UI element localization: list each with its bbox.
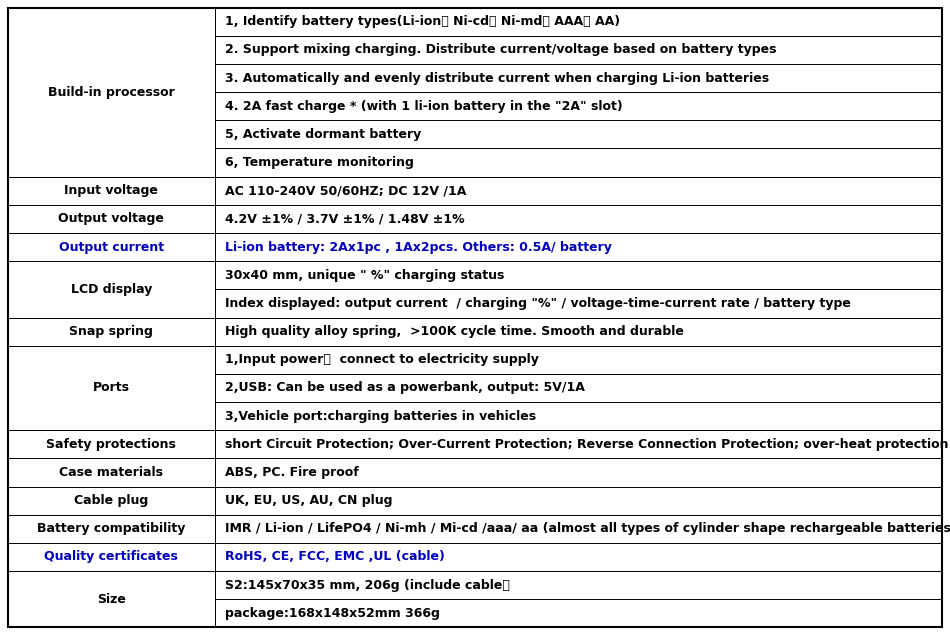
Text: ABS, PC. Fire proof: ABS, PC. Fire proof — [224, 466, 358, 479]
Text: 4.2V ±1% / 3.7V ±1% / 1.48V ±1%: 4.2V ±1% / 3.7V ±1% / 1.48V ±1% — [224, 212, 465, 225]
Text: 6, Temperature monitoring: 6, Temperature monitoring — [224, 156, 413, 169]
Bar — [215, 205, 942, 233]
Text: RoHS, CE, FCC, EMC ,UL (cable): RoHS, CE, FCC, EMC ,UL (cable) — [224, 551, 445, 563]
Text: short Circuit Protection; Over-Current Protection; Reverse Connection Protection: short Circuit Protection; Over-Current P… — [224, 438, 948, 451]
Bar — [215, 290, 942, 318]
Text: LCD display: LCD display — [70, 283, 152, 296]
Text: Safety protections: Safety protections — [47, 438, 177, 451]
Text: AC 110-240V 50/60HZ; DC 12V /1A: AC 110-240V 50/60HZ; DC 12V /1A — [224, 184, 466, 197]
Text: Index displayed: output current  / charging "%" / voltage-time-current rate / ba: Index displayed: output current / chargi… — [224, 297, 850, 310]
Bar — [215, 345, 942, 374]
Text: S2:145x70x35 mm, 206g (include cable）: S2:145x70x35 mm, 206g (include cable） — [224, 578, 509, 592]
Text: package:168x148x52mm 366g: package:168x148x52mm 366g — [224, 607, 440, 620]
Bar — [8, 261, 215, 318]
Text: Battery compatibility: Battery compatibility — [37, 522, 185, 535]
Text: Output voltage: Output voltage — [59, 212, 164, 225]
Text: Input voltage: Input voltage — [65, 184, 159, 197]
Text: Size: Size — [97, 592, 125, 606]
Text: Case materials: Case materials — [59, 466, 163, 479]
Bar — [215, 374, 942, 402]
Text: 2,USB: Can be used as a powerbank, output: 5V/1A: 2,USB: Can be used as a powerbank, outpu… — [224, 382, 584, 394]
Bar — [8, 345, 215, 430]
Text: IMR / Li-ion / LifePO4 / Ni-mh / Mi-cd /aaa/ aa (almost all types of cylinder sh: IMR / Li-ion / LifePO4 / Ni-mh / Mi-cd /… — [224, 522, 950, 535]
Text: 3,Vehicle port:charging batteries in vehicles: 3,Vehicle port:charging batteries in veh… — [224, 410, 536, 423]
Text: High quality alloy spring,  >100K cycle time. Smooth and durable: High quality alloy spring, >100K cycle t… — [224, 325, 683, 338]
Text: 3. Automatically and evenly distribute current when charging Li-ion batteries: 3. Automatically and evenly distribute c… — [224, 72, 769, 84]
Bar — [8, 458, 215, 486]
Text: 1, Identify battery types(Li-ion、 Ni-cd、 Ni-md、 AAA、 AA): 1, Identify battery types(Li-ion、 Ni-cd、… — [224, 15, 619, 28]
Bar — [215, 486, 942, 515]
Bar — [8, 233, 215, 261]
Bar — [215, 402, 942, 430]
Text: Output current: Output current — [59, 241, 164, 253]
Bar — [215, 8, 942, 36]
Bar — [8, 571, 215, 627]
Bar — [8, 515, 215, 543]
Bar — [215, 261, 942, 290]
Bar — [8, 318, 215, 345]
Bar — [8, 205, 215, 233]
Text: 30x40 mm, unique " %" charging status: 30x40 mm, unique " %" charging status — [224, 269, 504, 282]
Text: Ports: Ports — [93, 382, 130, 394]
Bar — [8, 8, 215, 177]
Bar — [215, 233, 942, 261]
Text: UK, EU, US, AU, CN plug: UK, EU, US, AU, CN plug — [224, 494, 392, 507]
Bar — [215, 36, 942, 64]
Bar — [8, 430, 215, 458]
Bar — [215, 149, 942, 177]
Bar — [215, 515, 942, 543]
Bar — [8, 177, 215, 205]
Text: Quality certificates: Quality certificates — [45, 551, 179, 563]
Text: Build-in processor: Build-in processor — [48, 86, 175, 98]
Bar — [215, 120, 942, 149]
Text: Li-ion battery: 2Ax1pc , 1Ax2pcs. Others: 0.5A/ battery: Li-ion battery: 2Ax1pc , 1Ax2pcs. Others… — [224, 241, 612, 253]
Text: 1,Input power：  connect to electricity supply: 1,Input power： connect to electricity su… — [224, 353, 539, 366]
Bar — [8, 543, 215, 571]
Bar — [215, 430, 942, 458]
Bar — [215, 92, 942, 120]
Text: Cable plug: Cable plug — [74, 494, 148, 507]
Bar — [215, 177, 942, 205]
Bar — [215, 571, 942, 599]
Text: 2. Support mixing charging. Distribute current/voltage based on battery types: 2. Support mixing charging. Distribute c… — [224, 43, 776, 57]
Bar — [8, 486, 215, 515]
Text: Snap spring: Snap spring — [69, 325, 153, 338]
Bar — [215, 458, 942, 486]
Bar — [215, 318, 942, 345]
Bar — [215, 64, 942, 92]
Bar — [215, 599, 942, 627]
Text: 5, Activate dormant battery: 5, Activate dormant battery — [224, 128, 421, 141]
Text: 4. 2A fast charge * (with 1 li-ion battery in the "2A" slot): 4. 2A fast charge * (with 1 li-ion batte… — [224, 100, 622, 113]
Bar — [215, 543, 942, 571]
